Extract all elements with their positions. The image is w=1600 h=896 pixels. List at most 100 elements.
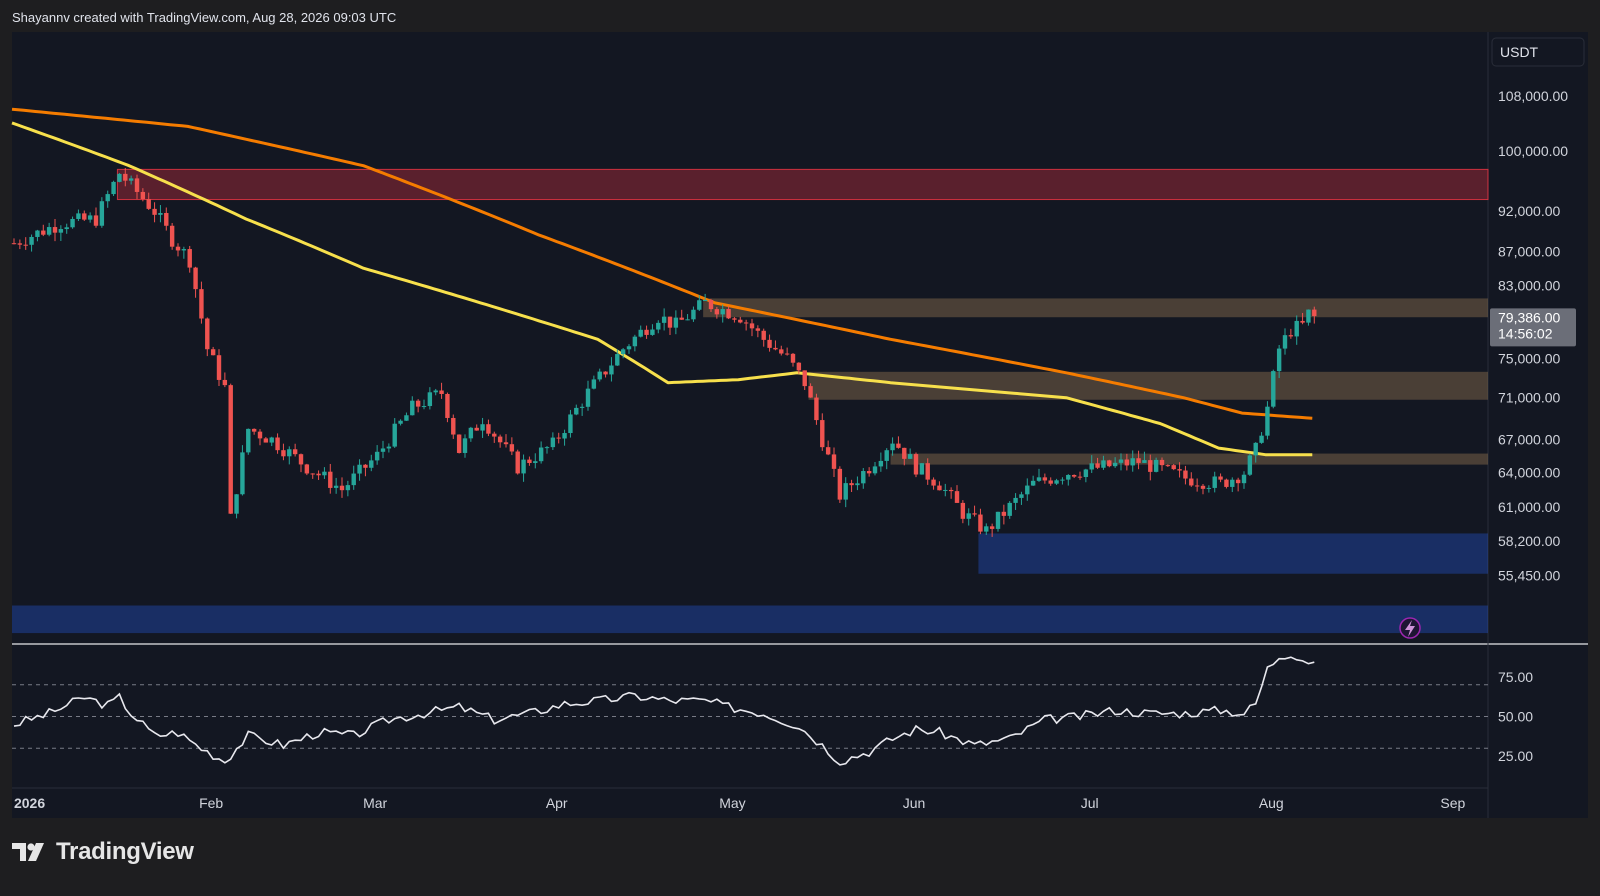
- candle-body: [702, 299, 708, 301]
- candle-body: [70, 218, 75, 228]
- candle-body: [64, 227, 69, 230]
- candle-body: [1177, 469, 1182, 471]
- candle-body: [1101, 460, 1106, 468]
- candle-body: [445, 393, 450, 418]
- countdown-label: 14:56:02: [1498, 325, 1553, 341]
- currency-label[interactable]: USDT: [1500, 44, 1539, 60]
- time-axis-labels: 2026 Feb Mar Apr May Jun Jul Aug Sep: [14, 795, 1466, 811]
- candle-body: [216, 355, 222, 380]
- rsi-tick-label: 50.00: [1498, 709, 1533, 725]
- last-price-label: 79,386.00: [1498, 309, 1560, 325]
- candle-body: [814, 397, 819, 421]
- candle-body: [304, 464, 310, 474]
- candle-body: [632, 336, 638, 347]
- candle-body: [550, 437, 556, 448]
- candle-body: [497, 436, 503, 443]
- candle-body: [808, 386, 813, 398]
- candle-body: [1042, 477, 1048, 481]
- candle-body: [743, 322, 749, 324]
- candle-body: [298, 454, 304, 465]
- moving-averages-layer: [11, 107, 1313, 457]
- candle-body: [1235, 479, 1241, 484]
- price-tick-label: 92,000.00: [1498, 203, 1560, 219]
- candle-body: [169, 225, 175, 247]
- candle-body: [843, 483, 848, 500]
- candle-body: [1030, 480, 1036, 486]
- currency-selector-box[interactable]: [1491, 37, 1585, 67]
- time-tick-label: Feb: [199, 795, 223, 811]
- candle-body: [451, 417, 456, 435]
- candle-body: [1136, 458, 1141, 463]
- candle-body: [802, 370, 807, 387]
- alert-bolt-glyph[interactable]: [1405, 620, 1415, 637]
- currency-selector[interactable]: USDT: [1491, 37, 1585, 67]
- candle-body: [861, 471, 866, 484]
- candle-body: [1300, 320, 1305, 323]
- candle-body: [509, 444, 515, 452]
- last-price-badge: 79,386.00 14:56:02: [1490, 308, 1576, 347]
- time-tick-label: May: [719, 795, 745, 811]
- candle-body: [1282, 335, 1288, 349]
- alert-bolt-icon[interactable]: [1399, 617, 1421, 639]
- candle-body: [1271, 371, 1276, 407]
- candle-body: [486, 424, 491, 434]
- candle-body: [948, 489, 954, 492]
- candle-body: [1054, 480, 1059, 484]
- candle-body: [193, 267, 198, 290]
- price-tick-label: 87,000.00: [1498, 243, 1560, 259]
- candle-body: [210, 349, 216, 356]
- candle-body: [111, 181, 116, 195]
- candle-body: [603, 371, 608, 375]
- price-tick-label: 75,000.00: [1498, 350, 1560, 366]
- candle-body: [17, 243, 23, 245]
- candle-body: [1171, 465, 1176, 470]
- candle-body: [855, 483, 860, 486]
- candle-body: [11, 243, 17, 245]
- candle-body: [1060, 479, 1065, 481]
- candle-body: [339, 485, 345, 491]
- candle-body: [328, 471, 333, 488]
- price-tick-label: 108,000.00: [1498, 88, 1568, 104]
- candle-body: [357, 464, 362, 474]
- candle-body: [363, 464, 368, 468]
- candle-body: [691, 309, 696, 320]
- candle-body: [515, 451, 520, 474]
- candle-body: [199, 289, 204, 319]
- candle-body: [1130, 458, 1135, 466]
- candle-body: [333, 485, 339, 488]
- candle-body: [626, 346, 632, 350]
- time-tick-label: Apr: [546, 795, 568, 811]
- candle-body: [87, 215, 93, 220]
- price-tick-label: 64,000.00: [1498, 464, 1560, 480]
- candle-body: [1312, 309, 1317, 317]
- candle-body: [1153, 459, 1159, 472]
- candle-body: [937, 485, 942, 491]
- candle-body: [1159, 459, 1165, 466]
- candle-body: [872, 466, 878, 474]
- candle-body: [673, 317, 679, 328]
- candle-body: [322, 471, 327, 476]
- time-axis-corner: [1488, 788, 1588, 818]
- price-pane[interactable]: [12, 32, 1488, 643]
- rsi-axis[interactable]: [1488, 645, 1588, 788]
- candle-body: [650, 329, 655, 335]
- candle-body: [732, 318, 737, 320]
- candle-body: [749, 323, 755, 329]
- candle-body: [1265, 406, 1270, 436]
- candle-body: [76, 213, 81, 219]
- time-axis[interactable]: [12, 788, 1488, 818]
- tradingview-logo[interactable]: TradingView: [12, 838, 194, 866]
- price-tick-label: 58,200.00: [1498, 533, 1560, 549]
- candle-body: [708, 299, 714, 310]
- candle-body: [849, 483, 854, 486]
- candle-body: [246, 428, 251, 453]
- candle-body: [374, 451, 380, 461]
- candle-body: [579, 406, 585, 408]
- candle-body: [562, 433, 567, 439]
- candle-body: [1077, 476, 1083, 478]
- candle-body: [1007, 502, 1012, 516]
- candle-body: [99, 201, 105, 226]
- candle-body: [234, 494, 239, 514]
